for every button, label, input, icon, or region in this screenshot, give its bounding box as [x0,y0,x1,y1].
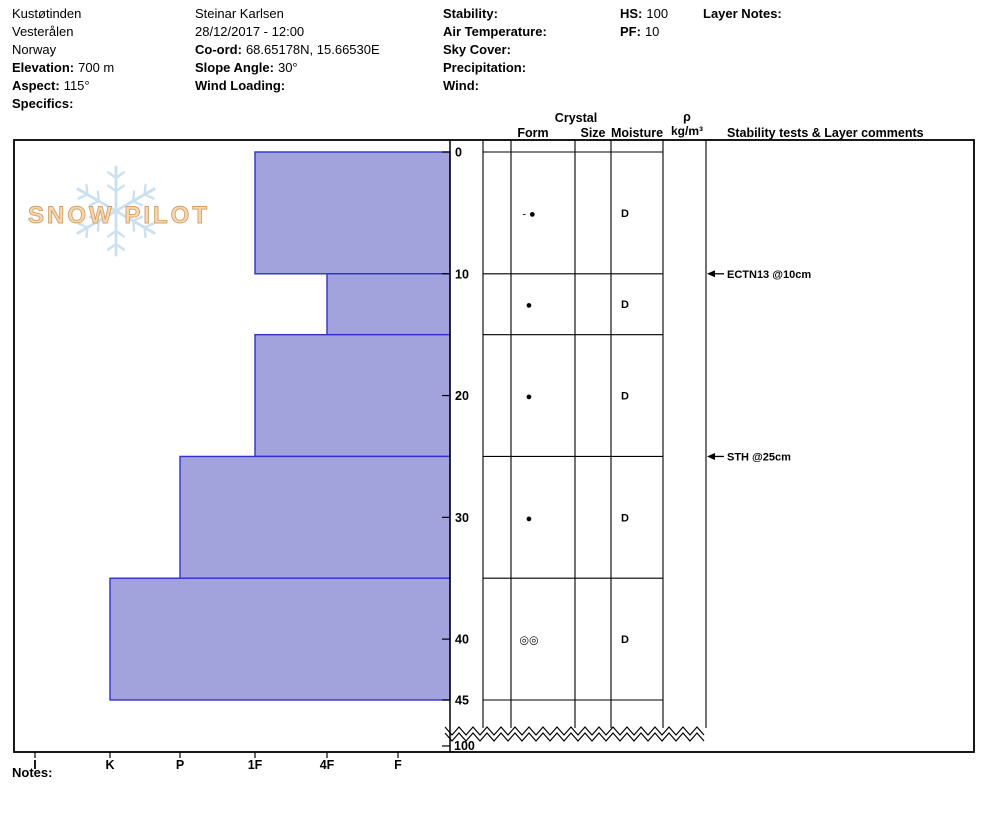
test-arrow-icon [707,270,715,278]
observer-block: Steinar Karlsen 28/12/2017 - 12:00 Co-or… [195,5,380,95]
hardness-tick-label: K [105,758,114,772]
hardness-tick-label: 4F [320,758,335,772]
grain-form-symbol: ● [526,300,533,312]
depth-tick-label: 45 [455,694,469,708]
specifics-label: Specifics: [12,96,74,111]
notes-section: Notes: [12,765,52,780]
grain-form-symbol: ◎◎ [519,635,538,647]
coord-value: 68.65178N, 15.66530E [245,42,380,57]
hardness-tick-label: F [394,758,402,772]
column-header: ρ [683,110,691,124]
hs-value: 100 [646,6,669,21]
stability-test-label: ECTN13 @10cm [727,269,811,281]
aspect-value: 115° [63,78,90,93]
stability-label: Stability: [443,6,498,21]
notes-label: Notes: [12,765,53,780]
totals-block: HS: 100 PF: 10 [620,5,668,41]
column-header: Form [517,126,548,140]
depth-tick-label: 0 [455,146,462,160]
coord-label: Co-ord: [195,42,242,57]
snowflake-logo-icon [76,165,156,257]
hardness-tick-label: I [33,758,36,772]
site-block: Kustøtinden Vesterålen Norway Elevation:… [12,5,114,113]
elevation-value: 700 m [78,60,115,75]
layer-notes-label: Layer Notes: [703,6,782,21]
pit-floor: PF: 10 [620,23,668,41]
snow-height: HS: 100 [620,5,668,23]
column-header: kg/m³ [671,124,703,138]
depth-tick-label: 30 [455,511,469,525]
observer-name: Steinar Karlsen [195,6,284,21]
pf-value: 10 [644,24,660,39]
precipitation: Precipitation: [443,59,547,77]
depth-tick-label: 20 [455,389,469,403]
slope-angle-value: 30° [277,60,298,75]
profile-break-zigzag [444,732,705,742]
moisture-code: D [621,208,629,220]
air-temperature: Air Temperature: [443,23,547,41]
coordinates: Co-ord: 68.65178N, 15.66530E [195,41,380,59]
aspect-label: Aspect: [12,78,60,93]
precipitation-label: Precipitation: [443,60,527,75]
stability-test-label: STH @25cm [727,451,791,463]
hs-label: HS: [620,6,643,21]
site-aspect: Aspect: 115° [12,77,114,95]
test-arrow-icon [707,452,715,460]
depth-tick-label: 40 [455,633,469,647]
layer-notes: Layer Notes: [703,5,782,23]
hardness-bar [254,333,451,458]
column-header: Moisture [611,126,663,140]
moisture-code: D [621,512,629,524]
sky-cover: Sky Cover: [443,41,547,59]
hardness-bar [326,273,451,336]
slope-angle: Slope Angle: 30° [195,59,380,77]
column-header: Crystal [555,111,597,125]
snowpilot-logo-text: SNOW PILOT [28,202,210,229]
grain-form-symbol: ● [526,513,533,525]
layer-notes-block: Layer Notes: [703,5,782,23]
moisture-code: D [621,634,629,646]
hardness-tick-label: P [176,758,184,772]
pf-label: PF: [620,24,641,39]
air-temperature-label: Air Temperature: [443,24,547,39]
observation-datetime: 28/12/2017 - 12:00 [195,24,305,39]
site-elevation: Elevation: 700 m [12,59,114,77]
hardness-bar [179,455,451,579]
profile-break-zigzag [444,726,705,736]
moisture-code: D [621,299,629,311]
hardness-bar [109,577,451,701]
grain-form-symbol: - ● [522,208,535,220]
moisture-code: D [621,391,629,403]
stability: Stability: [443,5,547,23]
depth-tick-label: 10 [455,267,469,281]
weather-block: Stability: Air Temperature: Sky Cover: P… [443,5,547,95]
wind-loading: Wind Loading: [195,77,380,95]
elevation-label: Elevation: [12,60,75,75]
hardness-tick-label: 1F [248,758,263,772]
site-specifics: Specifics: [12,95,114,113]
hardness-bar [254,151,451,275]
wind-loading-label: Wind Loading: [195,78,286,93]
grain-form-symbol: ● [526,391,533,403]
total-depth-label: 100 [454,739,475,753]
site-name: Kustøtinden [12,6,82,21]
slope-angle-label: Slope Angle: [195,60,274,75]
chart-frame [13,139,975,753]
site-region: Vesterålen [12,24,74,39]
sky-cover-label: Sky Cover: [443,42,511,57]
wind-label: Wind: [443,78,479,93]
wind: Wind: [443,77,547,95]
column-header: Size [580,126,605,140]
column-header: Stability tests & Layer comments [727,126,924,140]
site-country: Norway [12,42,57,57]
